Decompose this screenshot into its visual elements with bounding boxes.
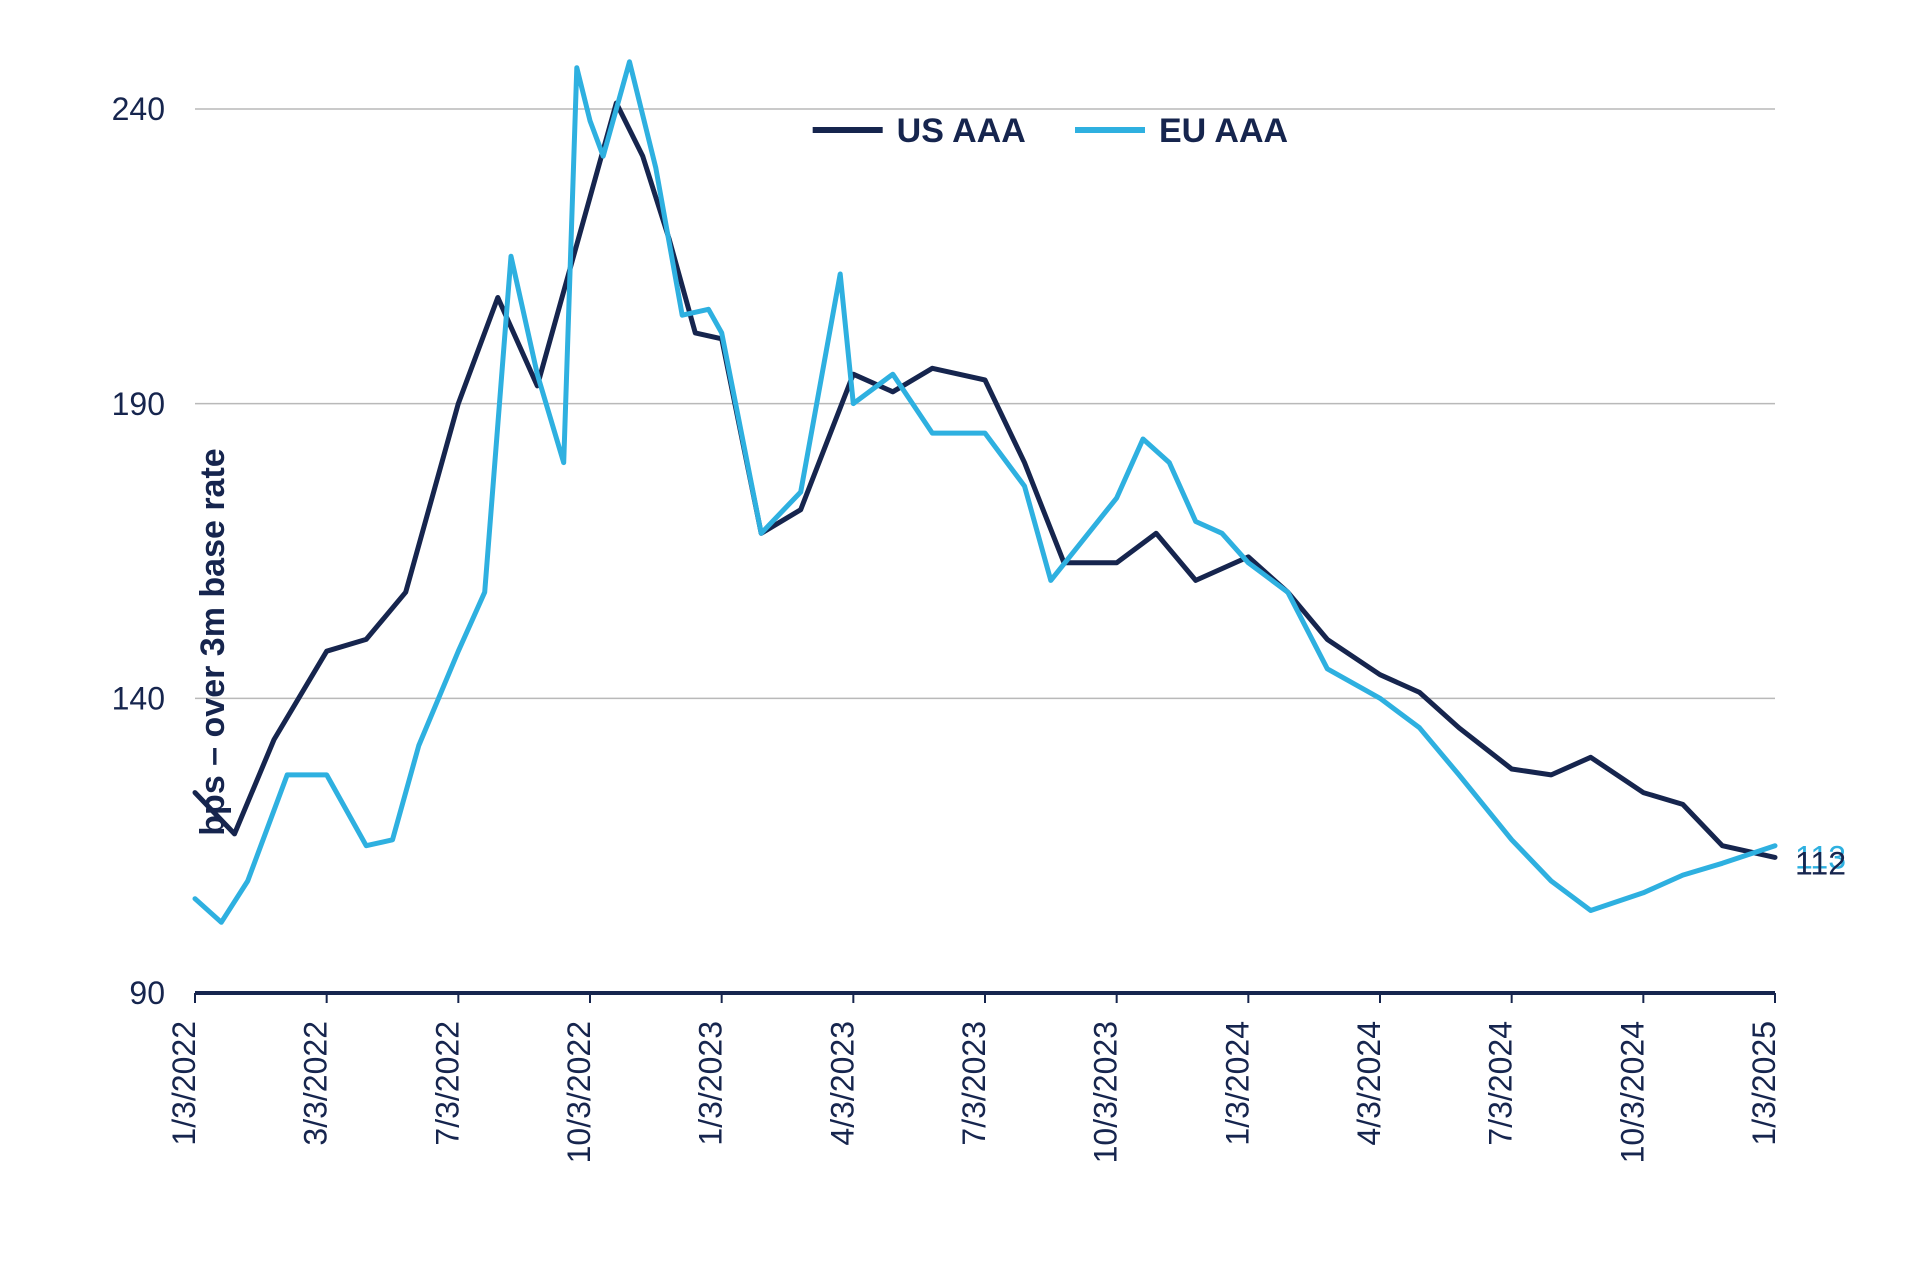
x-tick-label: 1/3/2025: [1746, 1021, 1782, 1146]
final-value-label: 112: [1795, 846, 1846, 882]
x-tick-label: 7/3/2022: [429, 1021, 465, 1146]
y-tick-label: 240: [112, 91, 165, 127]
x-tick-label: 10/3/2023: [1088, 1021, 1124, 1163]
x-tick-label: 1/3/2023: [693, 1021, 729, 1146]
x-tick-label: 10/3/2024: [1614, 1021, 1650, 1163]
x-tick-label: 1/3/2024: [1219, 1021, 1255, 1146]
legend-label: EU AAA: [1159, 112, 1288, 150]
legend-label: US AAA: [897, 112, 1026, 150]
x-tick-label: 4/3/2024: [1351, 1021, 1387, 1146]
y-tick-label: 190: [112, 386, 165, 422]
x-tick-label: 7/3/2024: [1483, 1021, 1519, 1146]
y-axis-label: bps – over 3m base rate: [194, 448, 233, 835]
chart-svg: 90 140 190 240 1/3/2022 3/3/2022 7/3/2022 10/3/…: [0, 0, 1920, 1283]
x-tick-label: 1/3/2022: [166, 1021, 202, 1146]
x-tick-label: 10/3/2022: [561, 1021, 597, 1163]
x-tick-label: 3/3/2022: [298, 1021, 334, 1146]
y-tick-label: 140: [112, 681, 165, 717]
x-tick-label: 7/3/2023: [956, 1021, 992, 1146]
spread-chart: bps – over 3m base rate 90 140 190 240 1/3/2…: [0, 0, 1920, 1283]
x-tick-label: 4/3/2023: [824, 1021, 860, 1146]
y-tick-label: 90: [129, 975, 165, 1011]
